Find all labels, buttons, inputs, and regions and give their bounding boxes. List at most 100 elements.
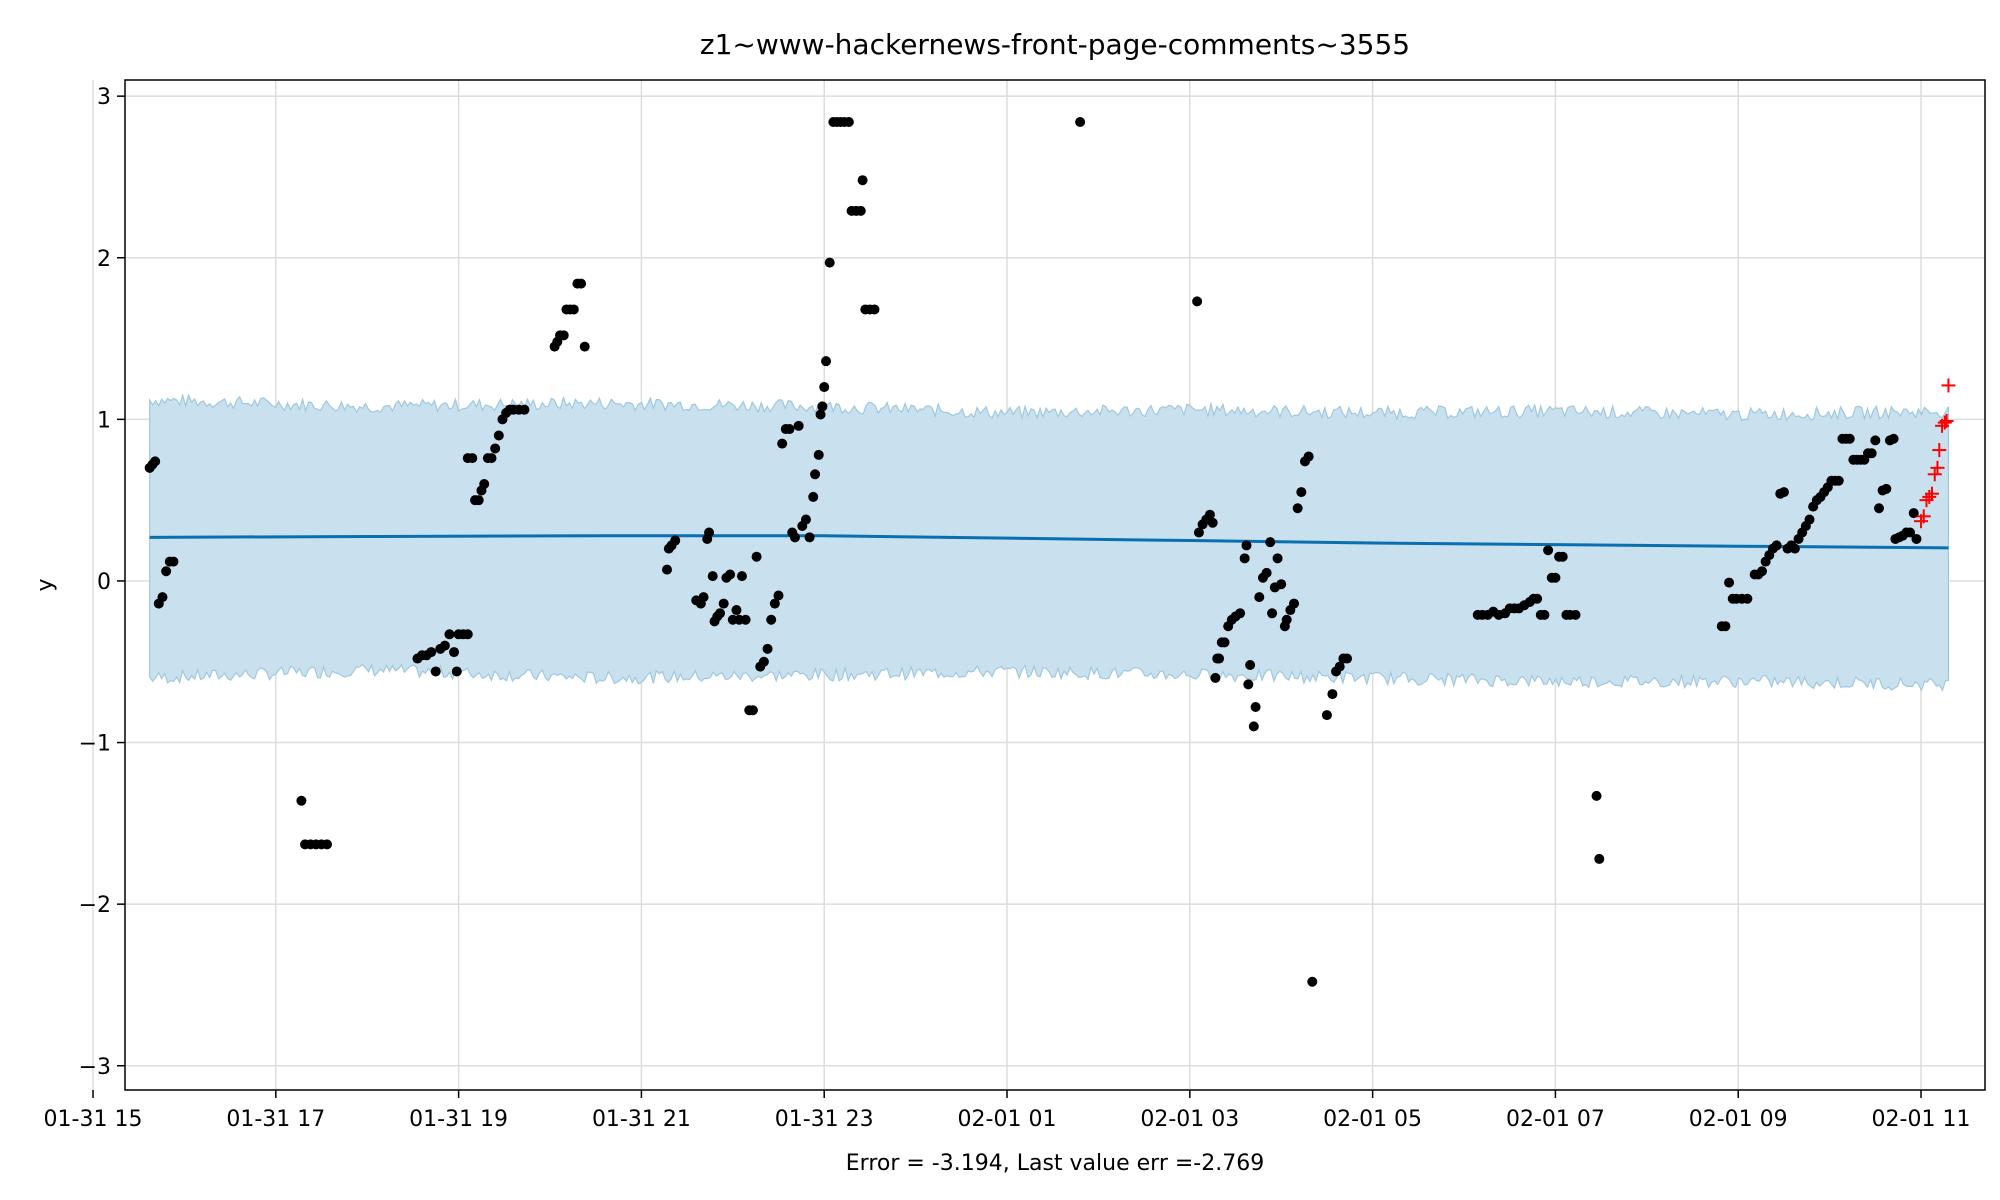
observed-point bbox=[1911, 533, 1922, 544]
observed-point bbox=[1250, 702, 1261, 713]
observed-point bbox=[467, 453, 478, 464]
future-point bbox=[1941, 378, 1956, 393]
observed-point bbox=[1771, 540, 1782, 551]
future-point bbox=[1927, 467, 1942, 482]
observed-point bbox=[1532, 593, 1543, 604]
observed-point bbox=[1539, 609, 1550, 620]
observed-point bbox=[718, 598, 729, 609]
plot-frame bbox=[124, 79, 1986, 1091]
observed-point bbox=[1243, 679, 1254, 690]
future-point bbox=[1930, 460, 1945, 475]
observed-point bbox=[439, 640, 450, 651]
observed-point bbox=[1591, 790, 1602, 801]
observed-point bbox=[1276, 579, 1287, 590]
observed-point bbox=[819, 382, 830, 393]
observed-point bbox=[150, 456, 161, 467]
y-axis-label: y bbox=[33, 578, 58, 591]
y-tick-label: 3 bbox=[97, 85, 111, 110]
uncertainty-area bbox=[149, 393, 1950, 692]
y-tick-label: 0 bbox=[97, 570, 111, 595]
observed-point bbox=[869, 304, 880, 315]
observed-point bbox=[473, 495, 484, 506]
observed-point bbox=[1570, 609, 1581, 620]
y-tick-label: −1 bbox=[79, 732, 111, 757]
x-axis-label: Error = -3.194, Last value err =-2.769 bbox=[846, 1151, 1264, 1176]
observed-point bbox=[444, 629, 455, 640]
x-tick-label: 02-01 11 bbox=[1872, 1107, 1971, 1132]
observed-point bbox=[793, 420, 804, 431]
observed-point bbox=[1296, 487, 1307, 498]
observed-point bbox=[1204, 509, 1215, 520]
x-tick-label: 01-31 23 bbox=[775, 1107, 874, 1132]
y-tick-label: −2 bbox=[79, 893, 111, 918]
forecast-line bbox=[149, 534, 1949, 550]
observed-point bbox=[1265, 537, 1276, 548]
x-tick-label: 01-31 19 bbox=[409, 1107, 508, 1132]
y-axis-ticks: 3 2 1 0 −1 −2 −3 bbox=[79, 85, 125, 1080]
future-point bbox=[1922, 489, 1937, 504]
observed-point bbox=[725, 569, 736, 580]
observed-point bbox=[1192, 296, 1203, 307]
observed-point bbox=[1870, 435, 1881, 446]
observed-point bbox=[1557, 551, 1568, 562]
observed-point bbox=[707, 571, 718, 582]
observed-point bbox=[817, 401, 828, 412]
observed-point bbox=[1207, 517, 1218, 528]
observed-point bbox=[493, 430, 504, 441]
observed-point bbox=[808, 491, 819, 502]
x-tick-label: 01-31 15 bbox=[44, 1107, 143, 1132]
observed-point bbox=[747, 705, 758, 716]
observed-point bbox=[1292, 503, 1303, 514]
observed-point bbox=[451, 666, 462, 677]
observed-point bbox=[762, 643, 773, 654]
observed-point bbox=[843, 117, 854, 128]
observed-point bbox=[157, 592, 168, 603]
observed-point bbox=[1778, 487, 1789, 498]
observed-point bbox=[490, 443, 501, 454]
observed-point bbox=[813, 449, 824, 460]
observed-point bbox=[670, 535, 681, 546]
observed-point bbox=[519, 404, 530, 415]
observed-point bbox=[731, 605, 742, 616]
observed-point bbox=[1908, 508, 1919, 519]
observed-point bbox=[449, 647, 460, 658]
observed-point bbox=[1241, 540, 1252, 551]
observed-point bbox=[161, 566, 172, 577]
observed-point bbox=[430, 666, 441, 677]
observed-point bbox=[758, 656, 769, 667]
x-tick-label: 01-31 17 bbox=[226, 1107, 325, 1132]
observed-point bbox=[1281, 614, 1292, 625]
x-axis-ticks: 01-31 15 01-31 17 01-31 19 01-31 21 01-31 23… bbox=[44, 1090, 1971, 1132]
observed-point bbox=[1303, 451, 1314, 462]
observed-point bbox=[810, 469, 821, 480]
observed-point bbox=[777, 438, 788, 449]
observed-point bbox=[1594, 853, 1605, 864]
observed-point bbox=[736, 571, 747, 582]
observed-point bbox=[479, 479, 490, 489]
observed-point bbox=[804, 532, 815, 543]
x-tick-label: 01-31 21 bbox=[592, 1107, 691, 1132]
observed-point bbox=[1804, 514, 1815, 525]
observed-point bbox=[1235, 608, 1246, 619]
future-points bbox=[1914, 378, 1956, 529]
observed-point bbox=[855, 205, 866, 216]
observed-point bbox=[568, 304, 579, 315]
observed-point bbox=[1881, 483, 1892, 494]
observed-point bbox=[462, 629, 473, 640]
observed-point bbox=[1193, 527, 1204, 538]
observed-point bbox=[698, 592, 709, 603]
chart-title: z1~www-hackernews-front-page-comments~35… bbox=[700, 28, 1410, 61]
observed-point bbox=[773, 590, 784, 601]
x-tick-label: 02-01 05 bbox=[1323, 1107, 1422, 1132]
observed-point bbox=[1334, 661, 1345, 672]
observed-point bbox=[824, 257, 835, 268]
y-tick-label: −3 bbox=[79, 1055, 111, 1080]
observed-point bbox=[1289, 598, 1300, 609]
observed-point bbox=[1219, 637, 1230, 648]
observed-point bbox=[579, 341, 590, 352]
observed-point bbox=[1307, 976, 1318, 987]
observed-point bbox=[1873, 503, 1884, 514]
observed-point bbox=[715, 608, 726, 619]
x-tick-label: 02-01 01 bbox=[958, 1107, 1057, 1132]
